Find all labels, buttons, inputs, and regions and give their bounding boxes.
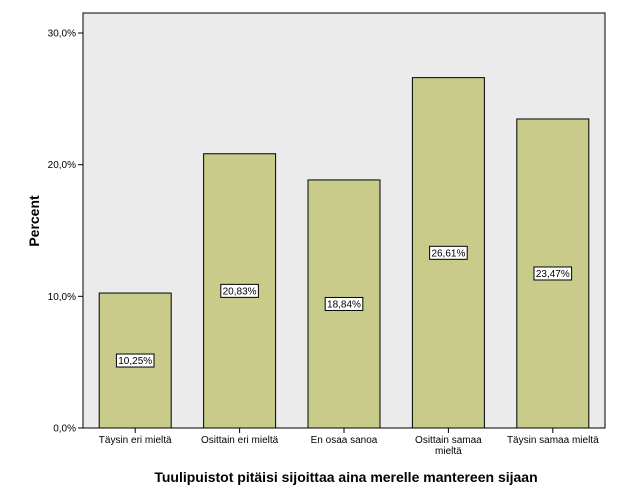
y-axis-title: Percent xyxy=(26,195,42,247)
x-tick-label: En osaa sanoa xyxy=(311,435,378,446)
x-axis-title: Tuulipuistot pitäisi sijoittaa aina mere… xyxy=(154,469,537,485)
data-label-box xyxy=(115,353,155,368)
data-label: 26,61% xyxy=(431,248,465,259)
data-label-box xyxy=(429,245,468,260)
y-tick-label: 0,0% xyxy=(53,424,76,435)
data-labels-group: 10,25% 20,83% 18,84% 26,61% 23,47% xyxy=(115,245,573,368)
y-axis: 0,0% 10,0% 20,0% 30,0% xyxy=(48,13,84,435)
y-tick-label: 20,0% xyxy=(48,160,76,171)
x-tick-label: Osittain samaa mieltä xyxy=(415,435,482,457)
data-label: 18,84% xyxy=(327,299,361,310)
data-label-box xyxy=(324,296,364,311)
x-tick-label: Osittain eri mieltä xyxy=(201,435,279,446)
data-label: 23,47% xyxy=(536,269,570,280)
data-label: 20,83% xyxy=(223,286,257,297)
x-tick-label: Täysin eri mieltä xyxy=(99,435,172,446)
data-label: 10,25% xyxy=(118,356,152,367)
y-tick-label: 30,0% xyxy=(48,29,76,40)
data-label-box xyxy=(220,283,259,298)
data-label-box xyxy=(533,266,573,281)
x-tick-label: Täysin samaa mieltä xyxy=(507,435,599,446)
x-axis: Täysin eri mieltä Osittain eri mieltä En o… xyxy=(99,428,599,457)
y-tick-label: 10,0% xyxy=(48,292,76,303)
